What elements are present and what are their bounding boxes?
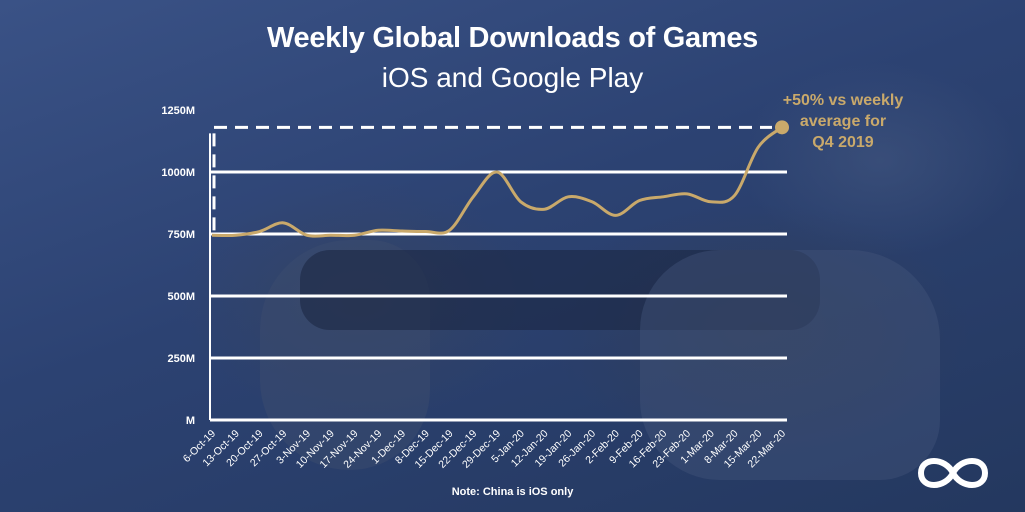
y-tick-label: 500M xyxy=(167,291,195,303)
y-tick-label: 1000M xyxy=(161,167,195,179)
y-tick-label: 250M xyxy=(167,353,195,365)
endpoint-marker xyxy=(775,120,789,135)
y-tick-label: 750M xyxy=(167,229,195,241)
chart-subtitle: iOS and Google Play xyxy=(381,62,644,93)
series-line xyxy=(211,126,783,238)
y-tick-label: 1250M xyxy=(161,105,195,117)
annotation-line-2: average for xyxy=(799,113,887,130)
y-tick-labels: M 250M 500M 750M 1000M 1250M xyxy=(161,105,195,427)
chart-title: Weekly Global Downloads of Games xyxy=(266,22,759,54)
annotation-line-3: Q4 2019 xyxy=(812,134,874,151)
x-tick-labels: 6-Oct-1913-Oct-1920-Oct-1927-Oct-193-Nov… xyxy=(181,428,788,471)
infinity-loop-icon xyxy=(918,458,988,488)
series-layer xyxy=(211,120,789,238)
annotation: +50% vs weekly average for Q4 2019 xyxy=(768,90,918,153)
y-tick-label: M xyxy=(186,415,195,427)
background-phone xyxy=(300,250,820,330)
reference-layer xyxy=(212,125,772,236)
footnote: Note: China is iOS only xyxy=(451,486,574,498)
annotation-line-1: +50% vs weekly xyxy=(782,92,904,109)
background-hand-right xyxy=(640,250,940,480)
grid-layer xyxy=(209,133,787,422)
